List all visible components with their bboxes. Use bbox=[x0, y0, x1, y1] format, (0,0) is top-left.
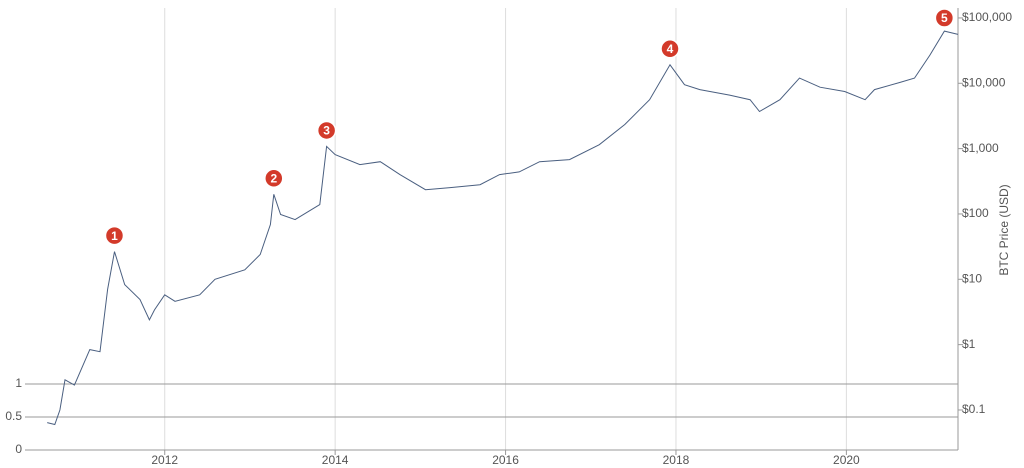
y2-tick-label: $1 bbox=[962, 337, 976, 351]
y2-tick-label: $1,000 bbox=[962, 141, 999, 155]
x-tick-label: 2018 bbox=[663, 453, 690, 467]
peak-label: 2 bbox=[270, 171, 277, 185]
x-tick-label: 2016 bbox=[492, 453, 519, 467]
peak-marker bbox=[934, 8, 955, 28]
x-tick-label: 2014 bbox=[322, 453, 349, 467]
peak-marker bbox=[104, 225, 125, 246]
price-line bbox=[47, 30, 959, 426]
y2-axis-label: BTC Price (USD) bbox=[997, 184, 1011, 275]
y-tick-label: 0 bbox=[15, 442, 22, 456]
peak-label: 5 bbox=[941, 11, 948, 25]
peak-marker bbox=[264, 168, 284, 189]
y2-tick-label: $100,000 bbox=[962, 10, 1012, 24]
peak-label: 3 bbox=[323, 124, 330, 138]
peak-label: 1 bbox=[111, 229, 118, 243]
x-tick-label: 2012 bbox=[151, 453, 178, 467]
y2-tick-label: $10 bbox=[962, 271, 982, 285]
y2-tick-label: $10,000 bbox=[962, 75, 1006, 89]
peak-label: 4 bbox=[667, 42, 674, 56]
x-tick-label: 2020 bbox=[833, 453, 860, 467]
y2-tick-label: $100 bbox=[962, 206, 989, 220]
peak-marker bbox=[316, 120, 337, 141]
y-tick-label: 1 bbox=[15, 376, 22, 390]
y2-tick-label: $0.1 bbox=[962, 402, 986, 416]
peak-marker bbox=[660, 39, 680, 59]
y-tick-label: 0.5 bbox=[5, 409, 22, 423]
